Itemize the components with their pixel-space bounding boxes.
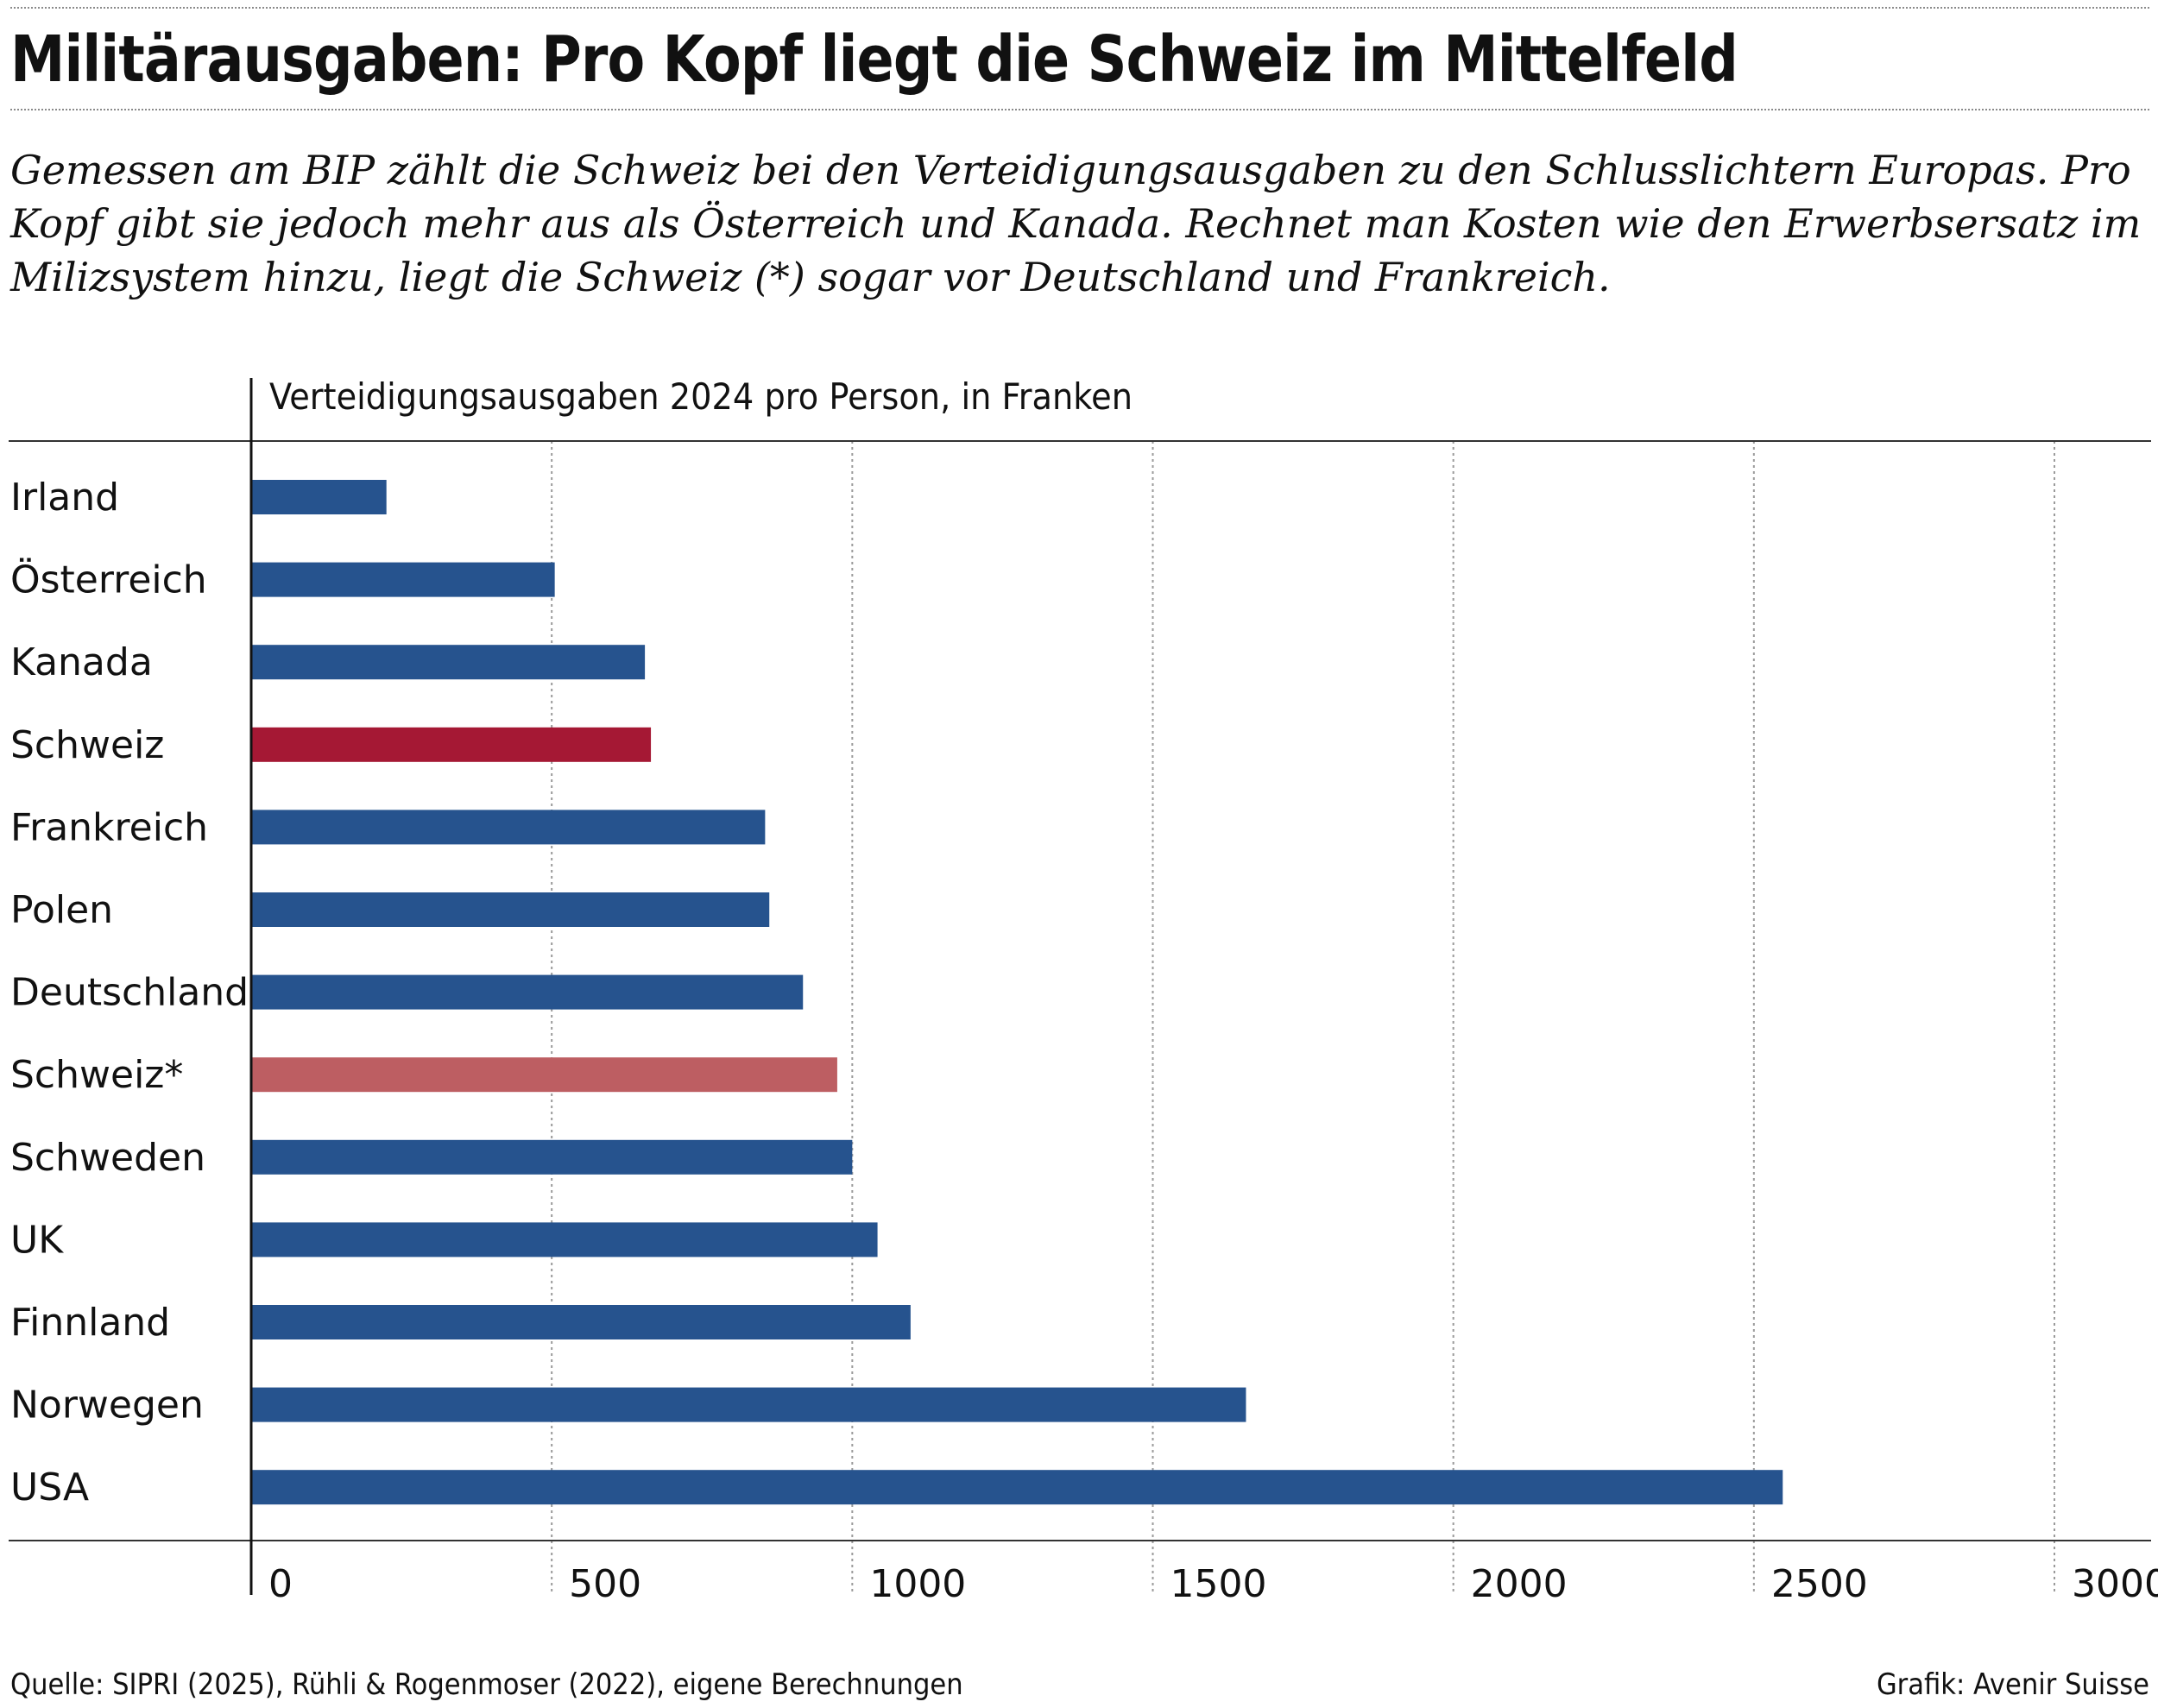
x-tick-label: 0 bbox=[268, 1562, 293, 1605]
graphic-credit: Grafik: Avenir Suisse bbox=[1876, 1667, 2149, 1702]
x-tick-label: 500 bbox=[569, 1562, 641, 1605]
category-label: Kanada bbox=[10, 640, 153, 684]
bar bbox=[251, 892, 770, 927]
bar bbox=[251, 1139, 853, 1175]
category-labels: Irland Österreich Kanada Schweiz Frankreich P… bbox=[10, 476, 249, 1509]
bar bbox=[251, 1057, 837, 1093]
top-dotted-rule bbox=[10, 7, 2149, 9]
x-tick-label: 3000 bbox=[2072, 1562, 2158, 1605]
bar bbox=[251, 1387, 1246, 1422]
title-dotted-rule bbox=[10, 109, 2149, 110]
bar bbox=[251, 727, 652, 762]
bar bbox=[251, 810, 766, 845]
x-tick-label: 2500 bbox=[1771, 1562, 1868, 1605]
bar bbox=[251, 562, 555, 597]
category-label: Schweiz* bbox=[10, 1053, 183, 1097]
category-label: Polen bbox=[10, 888, 113, 932]
chart-title: Militärausgaben: Pro Kopf liegt die Schw… bbox=[10, 22, 1738, 97]
category-label: Schweden bbox=[10, 1136, 205, 1180]
category-label: USA bbox=[10, 1465, 89, 1509]
axis-title: Verteidigungsausgaben 2024 pro Person, i… bbox=[269, 375, 1133, 418]
bars bbox=[251, 480, 1783, 1505]
source-note: Quelle: SIPRI (2025), Rühli & Rogenmoser… bbox=[10, 1667, 963, 1702]
category-label: Finnland bbox=[10, 1301, 170, 1345]
x-tick-label: 2000 bbox=[1471, 1562, 1568, 1605]
bar bbox=[251, 645, 646, 680]
category-label: Frankreich bbox=[10, 805, 208, 849]
category-label: Schweiz bbox=[10, 723, 164, 767]
bar bbox=[251, 1470, 1783, 1505]
category-label: Norwegen bbox=[10, 1383, 204, 1428]
bar-chart: Verteidigungsausgaben 2024 pro Person, i… bbox=[9, 375, 2158, 1605]
bar bbox=[251, 480, 387, 514]
tick-labels: 0 500 1000 1500 2000 2500 3000 bbox=[268, 1562, 2158, 1605]
category-label: Österreich bbox=[10, 558, 207, 602]
x-tick-label: 1500 bbox=[1170, 1562, 1267, 1605]
x-tick-label: 1000 bbox=[869, 1562, 966, 1605]
category-label: UK bbox=[10, 1218, 64, 1262]
bar bbox=[251, 1305, 911, 1339]
chart-subtitle: Gemessen am BIP zählt die Schweiz bei de… bbox=[10, 147, 2142, 300]
bar bbox=[251, 1222, 878, 1257]
bar bbox=[251, 974, 804, 1010]
category-label: Deutschland bbox=[10, 971, 249, 1015]
category-label: Irland bbox=[10, 476, 119, 520]
